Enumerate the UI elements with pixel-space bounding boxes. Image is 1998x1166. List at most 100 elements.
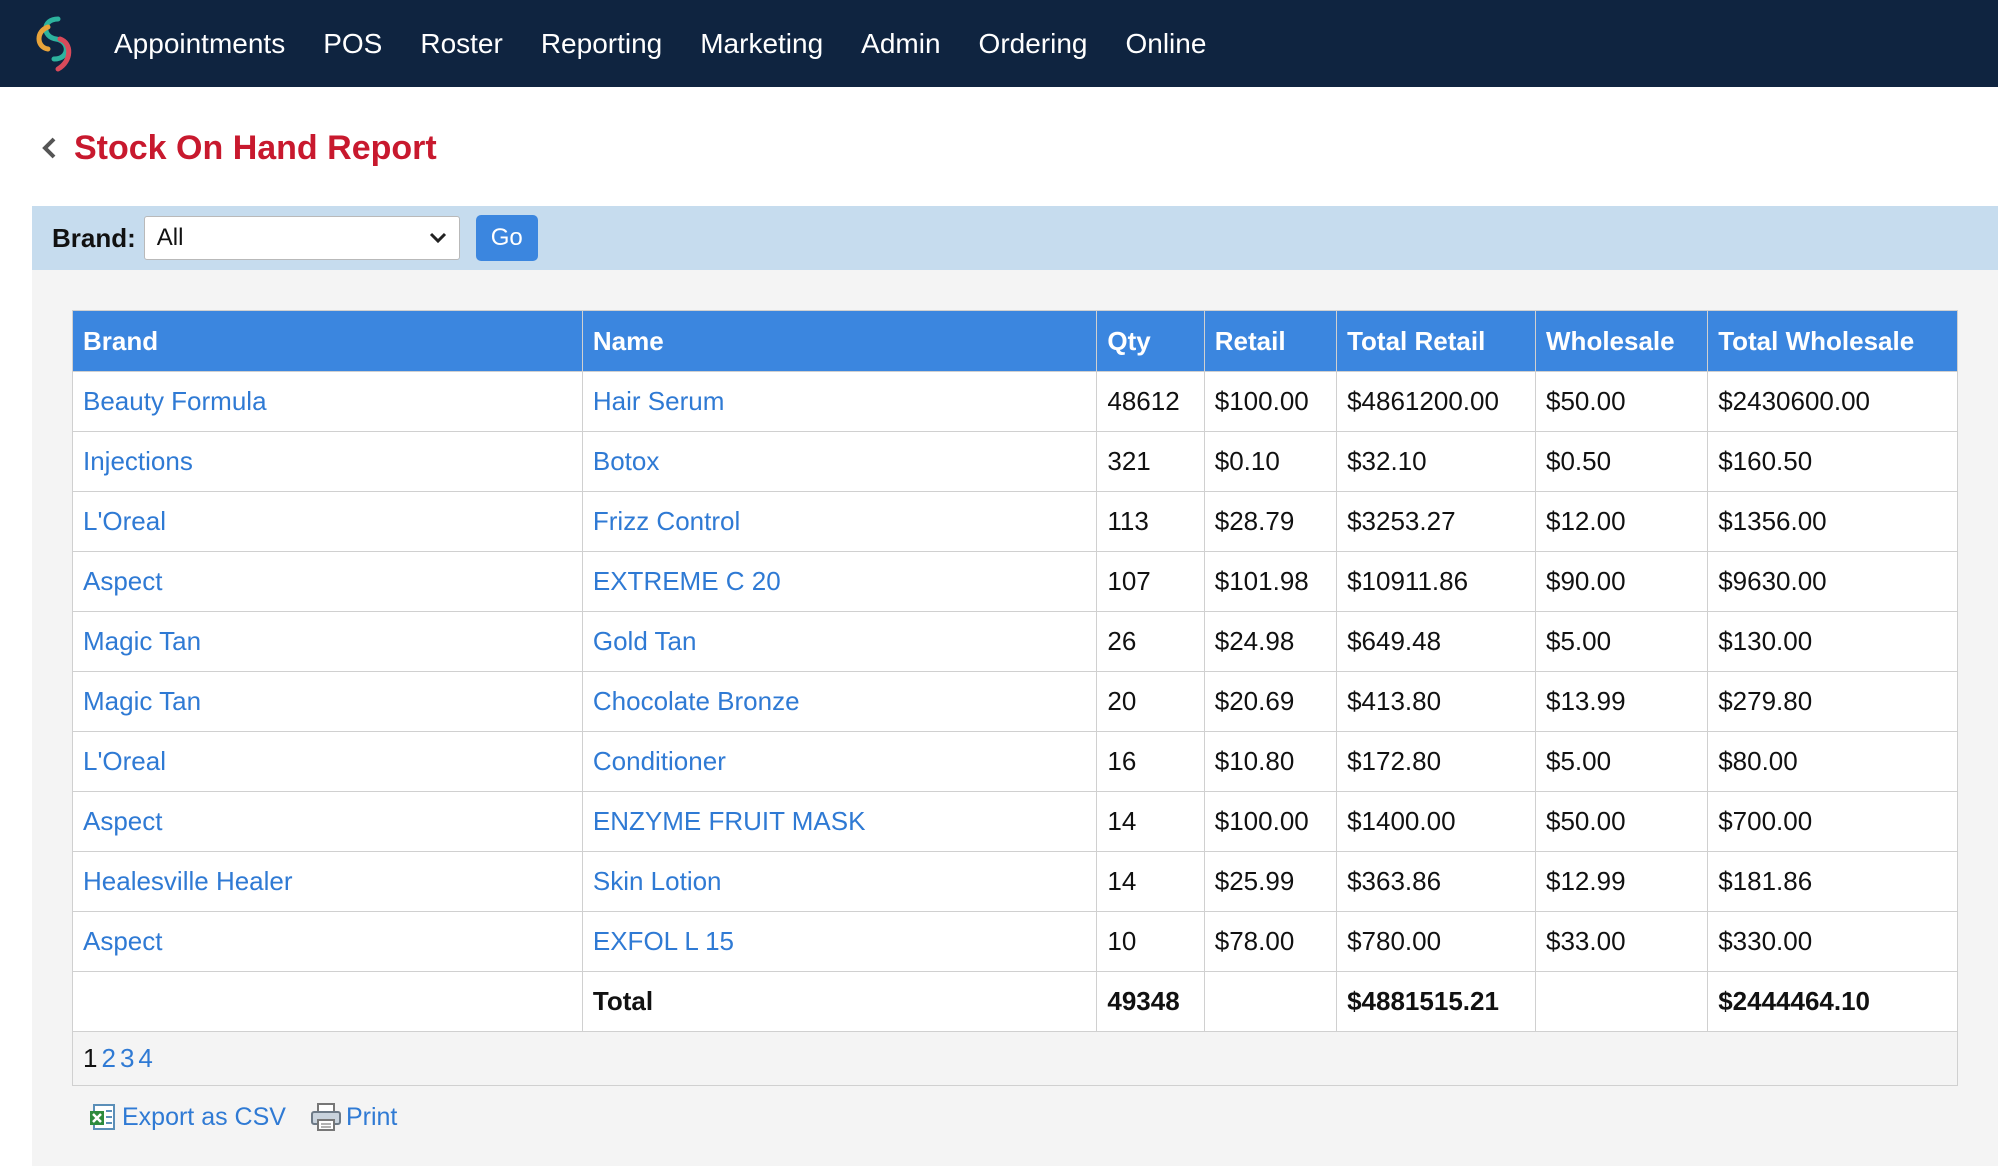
nav-item-admin[interactable]: Admin [861,27,941,59]
cell-qty: 16 [1096,731,1205,792]
brand-link[interactable]: Aspect [72,911,583,972]
cell-wholesale: $12.00 [1535,491,1709,552]
cell-wholesale: $5.00 [1535,731,1709,792]
brand-link[interactable]: Magic Tan [72,671,583,732]
page-link-3[interactable]: 3 [119,1043,135,1073]
nav-item-roster[interactable]: Roster [420,27,503,59]
brand-link[interactable]: Injections [72,431,583,492]
brand-link[interactable]: Magic Tan [72,611,583,672]
table-row: L'Oreal Conditioner 16 $10.80 $172.80 $5.00 $8… [72,731,1958,792]
cell-qty: 48612 [1096,371,1205,432]
column-header-qty[interactable]: Qty [1096,310,1205,372]
cell-wholesale: $5.00 [1535,611,1709,672]
cell-retail: $78.00 [1203,911,1338,972]
brand-link[interactable]: L'Oreal [72,491,583,552]
nav-item-pos[interactable]: POS [323,27,383,59]
total-label: Total [581,971,1098,1032]
cell-total-retail: $10911.86 [1336,551,1537,612]
product-link[interactable]: Hair Serum [581,371,1098,432]
table-row: L'Oreal Frizz Control 113 $28.79 $3253.27 $12… [72,491,1958,552]
product-link[interactable]: EXFOL L 15 [581,911,1098,972]
cell-total-wholesale: $80.00 [1707,731,1958,792]
cell-total-retail: $4861200.00 [1336,371,1537,432]
chevron-down-icon [429,232,446,244]
total-row: Total 49348 $4881515.21 $2444464.10 [72,971,1958,1032]
spreadsheet-icon [90,1104,115,1130]
nav-item-ordering[interactable]: Ordering [978,27,1088,59]
nav-item-online[interactable]: Online [1125,27,1207,59]
go-button[interactable]: Go [475,215,538,261]
brand-link[interactable]: Beauty Formula [72,371,583,432]
brand-select[interactable]: All [143,216,460,260]
product-link[interactable]: Conditioner [581,731,1098,792]
cell-total-wholesale: $279.80 [1707,671,1958,732]
cell-total-retail: $649.48 [1336,611,1537,672]
cell-total-wholesale: $160.50 [1707,431,1958,492]
cell-total-retail: $172.80 [1336,731,1537,792]
cell-qty: 14 [1096,791,1205,852]
brand-label: Brand: [52,222,136,253]
cell-total-retail: $363.86 [1336,851,1537,912]
cell-qty: 20 [1096,671,1205,732]
cell-total-wholesale: $130.00 [1707,611,1958,672]
brand-link[interactable]: Healesville Healer [72,851,583,912]
cell-total-wholesale: $181.86 [1707,851,1958,912]
print-link[interactable]: Print [310,1102,397,1132]
column-header-wholesale[interactable]: Wholesale [1535,310,1709,372]
cell-qty: 14 [1096,851,1205,912]
product-link[interactable]: ENZYME FRUIT MASK [581,791,1098,852]
cell-total-retail: $32.10 [1336,431,1537,492]
export-csv-link[interactable]: Export as CSV [88,1102,286,1132]
page-link-2[interactable]: 2 [101,1043,116,1073]
page-link-4[interactable]: 4 [138,1043,153,1073]
cell-retail: $10.80 [1203,731,1338,792]
column-header-retail[interactable]: Retail [1203,310,1338,372]
cell-total-wholesale: $2430600.00 [1707,371,1958,432]
table-body: Beauty Formula Hair Serum 48612 $100.00 $486… [72,371,1958,1032]
product-link[interactable]: EXTREME C 20 [581,551,1098,612]
brand-link[interactable]: Aspect [72,551,583,612]
product-link[interactable]: Frizz Control [581,491,1098,552]
total-wholesale: $2444464.10 [1707,971,1958,1032]
column-header-name[interactable]: Name [581,310,1098,372]
nav-item-reporting[interactable]: Reporting [540,27,663,59]
product-link[interactable]: Gold Tan [581,611,1098,672]
printer-icon [310,1103,341,1131]
cell-total-wholesale: $1356.00 [1707,491,1958,552]
cell-total-wholesale: $700.00 [1707,791,1958,852]
table-row: Aspect EXFOL L 15 10 $78.00 $780.00 $33.00 $33… [72,911,1958,972]
column-header-total-wholesale[interactable]: Total Wholesale [1707,310,1958,372]
total-empty [1535,971,1709,1032]
table-header-row: Brand Name Qty Retail Total Retail Wholesale T… [72,310,1958,372]
cell-qty: 321 [1096,431,1205,492]
cell-total-retail: $3253.27 [1336,491,1537,552]
product-link[interactable]: Botox [581,431,1098,492]
cell-total-retail: $413.80 [1336,671,1537,732]
table-row: Aspect ENZYME FRUIT MASK 14 $100.00 $1400.00… [72,791,1958,852]
table-row: Magic Tan Chocolate Bronze 20 $20.69 $413.80… [72,671,1958,732]
table-row: Magic Tan Gold Tan 26 $24.98 $649.48 $5.00 $13… [72,611,1958,672]
cell-wholesale: $12.99 [1535,851,1709,912]
chevron-left-icon[interactable] [40,135,60,161]
page-header: Stock On Hand Report [0,87,1998,205]
cell-total-wholesale: $9630.00 [1707,551,1958,612]
total-retail: $4881515.21 [1336,971,1537,1032]
brand-link[interactable]: Aspect [72,791,583,852]
table-row: Aspect EXTREME C 20 107 $101.98 $10911.86 $90… [72,551,1958,612]
nav-item-marketing[interactable]: Marketing [700,27,824,59]
nav-item-appointments[interactable]: Appointments [114,27,286,59]
app-logo-icon[interactable] [28,13,80,75]
page-title: Stock On Hand Report [74,128,437,167]
product-link[interactable]: Chocolate Bronze [581,671,1098,732]
column-header-total-retail[interactable]: Total Retail [1336,310,1537,372]
cell-retail: $20.69 [1203,671,1338,732]
product-link[interactable]: Skin Lotion [581,851,1098,912]
cell-wholesale: $50.00 [1535,371,1709,432]
cell-retail: $101.98 [1203,551,1338,612]
brand-link[interactable]: L'Oreal [72,731,583,792]
print-label: Print [345,1102,398,1131]
total-empty [1203,971,1338,1032]
table-row: Healesville Healer Skin Lotion 14 $25.99 $36… [72,851,1958,912]
column-header-brand[interactable]: Brand [72,310,583,372]
